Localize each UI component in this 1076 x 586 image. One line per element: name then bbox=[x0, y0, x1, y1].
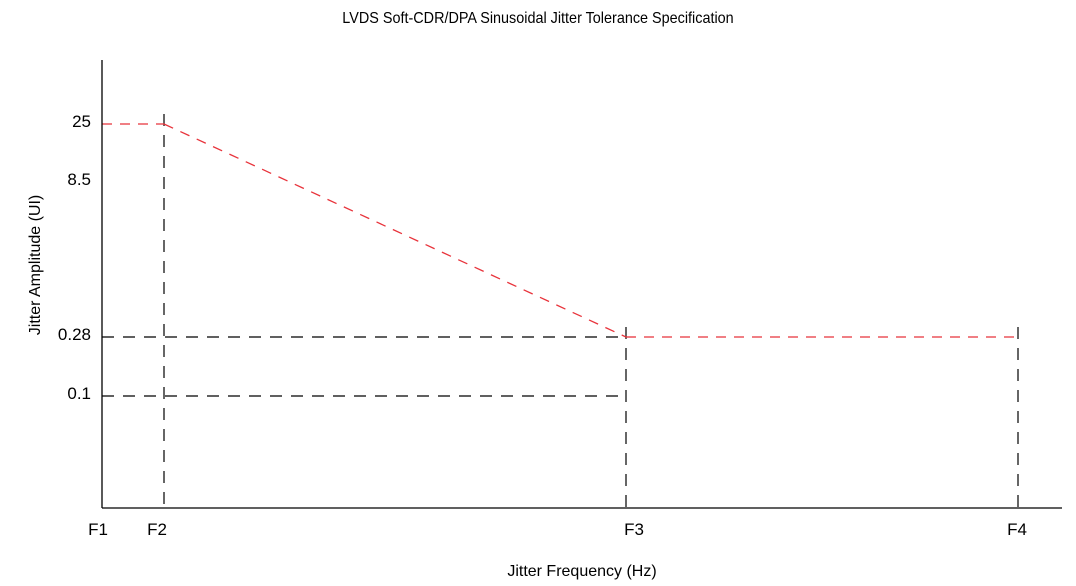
y-tick-label: 8.5 bbox=[67, 170, 91, 189]
y-tick-label: 0.28 bbox=[58, 325, 91, 344]
x-tick-label: F3 bbox=[624, 520, 644, 539]
y-tick-label: 0.1 bbox=[67, 384, 91, 403]
series-lines bbox=[102, 123, 1018, 338]
y-tick-labels: 25 8.5 0.28 0.1 bbox=[58, 112, 91, 403]
y-axis-title: Jitter Amplitude (UI) bbox=[27, 195, 44, 335]
axes bbox=[101, 60, 1062, 509]
x-tick-label: F4 bbox=[1007, 520, 1027, 539]
x-tick-label: F1 bbox=[88, 520, 108, 539]
y-tick-label: 25 bbox=[72, 112, 91, 131]
chart-title: LVDS Soft-CDR/DPA Sinusoidal Jitter Tole… bbox=[342, 10, 734, 27]
reference-lines bbox=[102, 114, 1019, 508]
x-axis-title: Jitter Frequency (Hz) bbox=[507, 563, 656, 580]
x-tick-labels: F1 F2 F3 F4 bbox=[88, 520, 1027, 539]
series-0-segment-1 bbox=[163, 123, 627, 338]
x-tick-label: F2 bbox=[147, 520, 167, 539]
